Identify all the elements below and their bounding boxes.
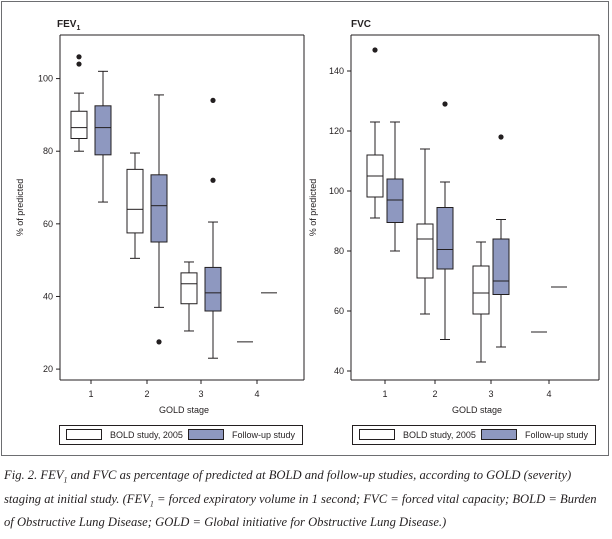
caption-part-3: = forced expiratory volume in 1 second; … (4, 491, 597, 530)
fvc-x-tick-label: 1 (382, 389, 387, 399)
fev1-bold-box (126, 168, 144, 234)
fev1-followup-outlier-point (156, 339, 162, 345)
fev1-y-tick-label: 20 (43, 364, 53, 374)
fev1-title-subscript: 1 (76, 25, 81, 32)
fvc-legend-item-bold: BOLD study, 2005 (359, 429, 476, 440)
fev1-bold-outlier-point (76, 54, 82, 60)
fev1-followup-outlier-point (210, 97, 216, 103)
fev1-panel: FEV1 20 40 60 80 100 1 2 3 4 GOLD stage% of predi… (2, 2, 308, 457)
fvc-y-tick-label: 60 (334, 306, 344, 316)
fvc-x-tick-label: 3 (488, 389, 493, 399)
fvc-followup-box (492, 238, 510, 295)
caption-part-2: and FVC as percentage of predicted at BO… (4, 468, 572, 506)
legend-swatch-bold (66, 429, 102, 440)
caption-part-1: Fig. 2. FEV (4, 468, 64, 482)
fvc-x-tick-label: 4 (546, 389, 551, 399)
fev1-x-tick-label: 3 (198, 389, 203, 399)
fvc-x-axis-label: GOLD stage (452, 405, 502, 415)
fev1-y-axis-label: % of predicted (15, 179, 25, 237)
fev1-x-tick-label: 2 (144, 389, 149, 399)
fvc-bold-box (416, 223, 434, 279)
legend-label-followup: Follow-up study (525, 429, 589, 440)
fvc-legend: BOLD study, 2005 Follow-up study (352, 425, 596, 445)
fvc-y-tick-label: 40 (334, 366, 344, 376)
fev1-x-axis-label: GOLD stage (159, 405, 209, 415)
fvc-followup-box (386, 178, 404, 223)
fev1-x-tick-label: 1 (88, 389, 93, 399)
fev1-followup-box (204, 266, 222, 312)
legend-label-followup: Follow-up study (232, 429, 296, 440)
figure-frame: FEV1 20 40 60 80 100 1 2 3 4 GOLD stage% of predi… (1, 1, 609, 456)
legend-swatch-followup (188, 429, 224, 440)
fev1-bold-box (70, 110, 88, 140)
fvc-panel: FVC 40 60 80 100 120 140 1 2 3 4 GOLD stage % of pr… (308, 2, 612, 457)
fvc-x-tick-label: 2 (432, 389, 437, 399)
fvc-followup-box (436, 207, 454, 270)
fev1-title-text: FEV (57, 19, 77, 30)
fvc-followup-outlier-point (498, 134, 504, 140)
fvc-followup-outlier-point (442, 101, 448, 107)
fvc-y-tick-label: 120 (329, 126, 344, 136)
fev1-chart: 20 40 60 80 100 1 2 3 4 GOLD stage % of predicted (15, 34, 305, 415)
fev1-bold-box (180, 272, 198, 305)
fev1-legend-item-followup: Follow-up study (188, 429, 295, 440)
fev1-y-tick-label: 40 (43, 291, 53, 301)
fvc-chart: 40 60 80 100 120 140 1 2 3 4 GOLD stage % of predic… (308, 34, 600, 415)
fvc-y-axis-label: % of predicted (308, 179, 318, 237)
fvc-title-text: FVC (351, 19, 371, 30)
fvc-title: FVC (351, 19, 371, 30)
fvc-bold-outlier-point (372, 47, 378, 53)
fvc-y-tick-label: 80 (334, 246, 344, 256)
fev1-y-tick-label: 60 (43, 219, 53, 229)
fev1-legend-item-bold: BOLD study, 2005 (66, 429, 183, 440)
fev1-x-tick-label: 4 (254, 389, 259, 399)
caption-subscript-1: 1 (63, 475, 68, 485)
legend-label-bold: BOLD study, 2005 (403, 429, 476, 440)
figure-caption: Fig. 2. FEV1 and FVC as percentage of pr… (4, 466, 608, 532)
legend-label-bold: BOLD study, 2005 (110, 429, 183, 440)
fev1-followup-box (94, 105, 112, 156)
legend-swatch-bold (359, 429, 395, 440)
fev1-y-tick-label: 80 (43, 146, 53, 156)
fev1-title: FEV1 (57, 19, 80, 32)
caption-subscript-2: 1 (149, 499, 154, 509)
fvc-legend-item-followup: Follow-up study (481, 429, 588, 440)
fvc-y-tick-label: 100 (329, 186, 344, 196)
fev1-bold-outlier-point (76, 61, 82, 67)
fev1-legend: BOLD study, 2005 Follow-up study (59, 425, 303, 445)
fev1-y-tick-label: 100 (38, 74, 53, 84)
fvc-y-tick-label: 140 (329, 66, 344, 76)
fvc-bold-box (472, 265, 490, 315)
fev1-followup-box (150, 174, 168, 243)
legend-swatch-followup (481, 429, 517, 440)
fev1-followup-outlier-point (210, 177, 216, 183)
